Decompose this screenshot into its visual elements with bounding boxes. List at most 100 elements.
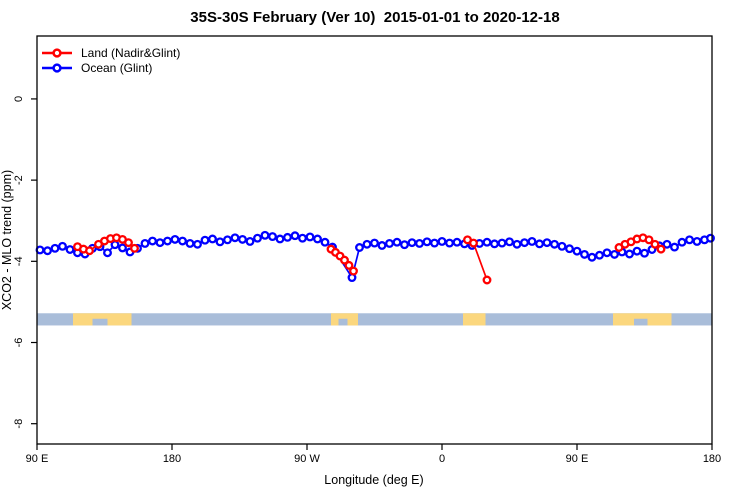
land-point: [656, 244, 666, 254]
y-tick-label: -4: [13, 256, 25, 266]
land-patch: [463, 313, 486, 326]
ocean-point: [290, 231, 300, 241]
ocean-point: [50, 243, 60, 253]
ocean-point: [163, 236, 172, 246]
ocean-point: [640, 248, 649, 258]
ocean-point: [542, 238, 552, 248]
ocean-point: [260, 230, 270, 240]
ocean-point: [580, 249, 589, 259]
land-point: [85, 246, 94, 256]
x-tick-label: 180: [703, 453, 721, 465]
ocean-point: [305, 232, 315, 242]
x-tick-label: 0: [439, 453, 445, 465]
ocean-point: [200, 235, 210, 245]
ocean-point: [400, 240, 409, 250]
ocean-point: [452, 237, 462, 247]
ocean-point: [298, 233, 307, 243]
ocean-series-marker-icon: [42, 62, 72, 73]
land-point: [482, 275, 492, 285]
ocean-point: [565, 244, 574, 254]
coast-notch: [92, 318, 108, 326]
land-point: [340, 255, 349, 265]
land-point: [469, 238, 478, 248]
ocean-point: [662, 239, 672, 249]
ocean-point: [43, 246, 52, 256]
land-point: [130, 243, 139, 253]
ocean-point: [407, 238, 417, 248]
ocean-point: [550, 239, 559, 249]
ocean-point: [355, 243, 364, 252]
y-tick-label: -2: [13, 175, 25, 185]
ocean-point: [505, 237, 514, 247]
ocean-point: [275, 234, 285, 244]
ocean-point: [602, 248, 612, 258]
ocean-point: [320, 237, 330, 247]
land-point: [650, 239, 660, 249]
ocean-point: [490, 239, 499, 249]
legend-label-ocean: Ocean (Glint): [81, 60, 153, 75]
ocean-point: [572, 246, 582, 256]
ocean-point: [610, 249, 619, 259]
legend-label-land: Land (Nadir&Glint): [81, 45, 181, 60]
land-point: [344, 260, 354, 270]
ocean-point: [170, 234, 180, 244]
ocean-point: [208, 234, 217, 244]
ocean-point: [385, 239, 394, 248]
ocean-point: [670, 242, 679, 252]
ocean-point: [392, 237, 402, 247]
ocean-point: [245, 236, 255, 246]
ocean-point: [155, 238, 165, 248]
y-tick-label: 0: [13, 96, 25, 102]
ocean-point: [230, 233, 240, 243]
ocean-point: [193, 239, 202, 249]
ocean-point: [103, 248, 112, 258]
ocean-point: [370, 238, 379, 248]
x-axis-title: Longitude (deg E): [324, 473, 423, 487]
x-tick-label: 90 W: [294, 453, 320, 465]
plot-box: [36, 35, 713, 445]
legend-item-land: Land (Nadir&Glint): [41, 45, 180, 60]
ocean-point: [148, 236, 157, 246]
ocean-point: [482, 237, 492, 247]
ocean-point: [238, 234, 247, 244]
x-tick-label: 90 E: [566, 453, 589, 465]
ocean-strip: [37, 313, 712, 326]
ocean-point: [430, 238, 439, 248]
ocean-point: [706, 233, 715, 243]
ocean-point: [557, 241, 567, 251]
ocean-point: [677, 237, 687, 247]
legend-item-ocean: Ocean (Glint): [41, 60, 180, 75]
land-point: [349, 266, 358, 276]
ocean-point: [377, 241, 387, 250]
ocean-point: [595, 250, 604, 260]
y-tick-label: -8: [13, 419, 25, 429]
ocean-point: [422, 237, 432, 247]
y-tick-label: -6: [13, 338, 25, 348]
ocean-point: [445, 238, 454, 248]
ocean-point: [185, 239, 195, 248]
ocean-point: [223, 235, 232, 245]
ocean-point: [58, 241, 67, 251]
ocean-point: [535, 239, 544, 249]
legend: Land (Nadir&Glint) Ocean (Glint): [41, 45, 180, 75]
ocean-point: [415, 239, 424, 248]
ocean-point: [253, 233, 262, 243]
ocean-point: [140, 239, 150, 248]
ocean-point: [685, 235, 694, 245]
ocean-point: [692, 236, 702, 246]
y-axis-title: XCO2 - MLO trend (ppm): [0, 170, 14, 310]
coast-notch: [338, 318, 348, 326]
ocean-point: [520, 238, 529, 248]
land-point: [644, 235, 654, 245]
ocean-point: [178, 236, 187, 246]
ocean-point: [512, 239, 522, 249]
ocean-point: [362, 239, 372, 249]
x-tick-label: 180: [163, 453, 181, 465]
ocean-point: [35, 245, 45, 255]
x-tick-label: 90 E: [26, 453, 49, 465]
ocean-point: [65, 245, 75, 254]
land-point: [124, 238, 133, 248]
ocean-point: [587, 252, 597, 262]
